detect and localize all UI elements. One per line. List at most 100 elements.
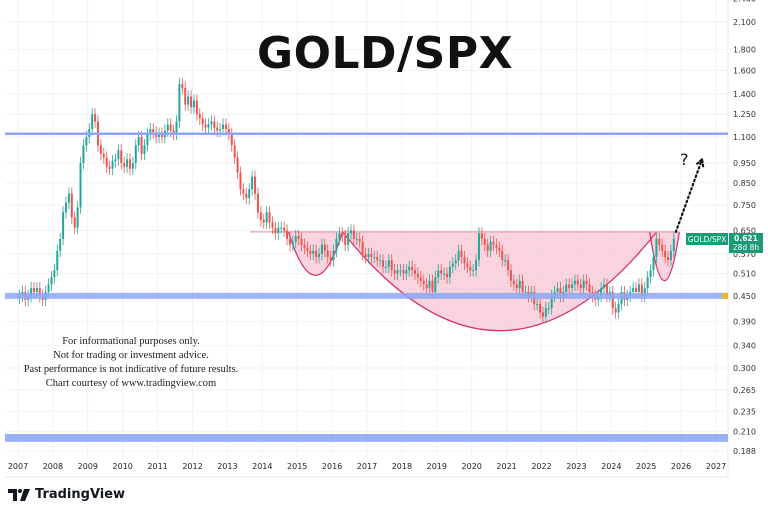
candle bbox=[242, 183, 245, 200]
candle-body bbox=[210, 121, 213, 125]
candle bbox=[294, 229, 297, 249]
candle-body bbox=[507, 260, 510, 271]
candle-body bbox=[312, 250, 315, 254]
price-axis[interactable]: 2.400 2.100 1.800 1.600 1.400 1.250 1.100 0.950… bbox=[733, 0, 756, 456]
candle-body bbox=[373, 257, 376, 259]
candle bbox=[428, 274, 431, 295]
candle-body bbox=[62, 212, 65, 239]
candle bbox=[99, 139, 102, 161]
y-tick-label: 0.850 bbox=[733, 179, 756, 188]
candle bbox=[425, 278, 428, 295]
candle bbox=[178, 78, 181, 128]
candle bbox=[585, 274, 588, 291]
candle-body bbox=[187, 96, 190, 105]
candle bbox=[437, 264, 440, 284]
candle-body bbox=[454, 260, 457, 264]
candle bbox=[457, 244, 460, 267]
candle bbox=[614, 302, 617, 319]
candle-body bbox=[204, 124, 207, 128]
candle-body bbox=[492, 241, 495, 245]
candle bbox=[658, 232, 661, 252]
candle bbox=[323, 238, 326, 258]
candle bbox=[355, 232, 358, 246]
candle bbox=[172, 124, 175, 141]
candle bbox=[158, 127, 161, 144]
candle bbox=[518, 274, 521, 295]
candle-body bbox=[326, 250, 329, 258]
candle-body bbox=[274, 227, 277, 234]
candle bbox=[50, 271, 53, 291]
candle bbox=[318, 247, 321, 264]
candle bbox=[140, 130, 143, 161]
candle bbox=[498, 241, 501, 258]
candle bbox=[79, 156, 82, 214]
candle-body bbox=[309, 250, 312, 254]
candle-body bbox=[672, 238, 675, 251]
candle-body bbox=[184, 87, 187, 105]
candle bbox=[399, 264, 402, 277]
candle bbox=[306, 241, 309, 258]
candle-body bbox=[222, 124, 225, 130]
candle bbox=[201, 112, 204, 131]
candle-body bbox=[425, 284, 428, 289]
candle-body bbox=[224, 124, 227, 130]
candle-body bbox=[480, 233, 483, 239]
candle-body bbox=[498, 247, 501, 251]
candle bbox=[480, 227, 483, 246]
candle bbox=[477, 227, 480, 267]
candle-body bbox=[632, 288, 635, 292]
candle bbox=[472, 264, 475, 277]
candle-body bbox=[140, 136, 143, 154]
time-axis[interactable]: 2007 2008 2009 2010 2011 2012 2013 2014 2015 2016… bbox=[8, 462, 726, 471]
candle bbox=[30, 282, 33, 303]
candle bbox=[262, 213, 265, 229]
candle-body bbox=[181, 84, 184, 88]
candle-body bbox=[413, 270, 416, 274]
candle bbox=[568, 278, 571, 295]
candle bbox=[239, 166, 242, 196]
candle-body bbox=[259, 212, 262, 220]
candle-body bbox=[190, 96, 193, 108]
candle-body bbox=[303, 244, 306, 248]
candle-body bbox=[568, 284, 571, 289]
candle-body bbox=[405, 270, 408, 274]
candle-body bbox=[85, 136, 88, 146]
candle bbox=[486, 238, 489, 258]
candle bbox=[649, 264, 652, 284]
chart-title: GOLD/SPX bbox=[256, 28, 513, 79]
candle bbox=[210, 115, 213, 131]
candle-body bbox=[166, 124, 169, 131]
candle bbox=[53, 264, 56, 284]
candle bbox=[259, 206, 262, 227]
candle bbox=[277, 221, 280, 240]
candle-body bbox=[408, 266, 411, 271]
y-tick-label: 0.265 bbox=[733, 386, 756, 395]
candle bbox=[475, 254, 478, 277]
candle-body bbox=[635, 288, 638, 292]
y-tick-label: 1.100 bbox=[733, 133, 756, 142]
candle-body bbox=[35, 288, 38, 292]
candle bbox=[443, 267, 446, 280]
candle-body bbox=[358, 238, 361, 242]
candle bbox=[332, 244, 335, 267]
candle bbox=[573, 274, 576, 291]
candle-body bbox=[169, 124, 172, 131]
x-tick-label: 2017 bbox=[357, 462, 377, 471]
candle-body bbox=[585, 280, 588, 285]
candle bbox=[175, 115, 178, 141]
candle-body bbox=[131, 163, 134, 169]
candle-body bbox=[213, 121, 216, 128]
candle-body bbox=[175, 121, 178, 134]
candle-body bbox=[30, 288, 33, 296]
candle bbox=[495, 238, 498, 255]
candle-body bbox=[70, 193, 73, 218]
tradingview-logo[interactable]: TradingView bbox=[8, 487, 125, 502]
candle bbox=[283, 221, 286, 237]
candle bbox=[617, 297, 620, 319]
candle-body bbox=[280, 227, 283, 229]
candle bbox=[102, 147, 105, 164]
candle bbox=[539, 297, 542, 319]
candle-body bbox=[579, 284, 582, 289]
candle bbox=[669, 244, 672, 267]
